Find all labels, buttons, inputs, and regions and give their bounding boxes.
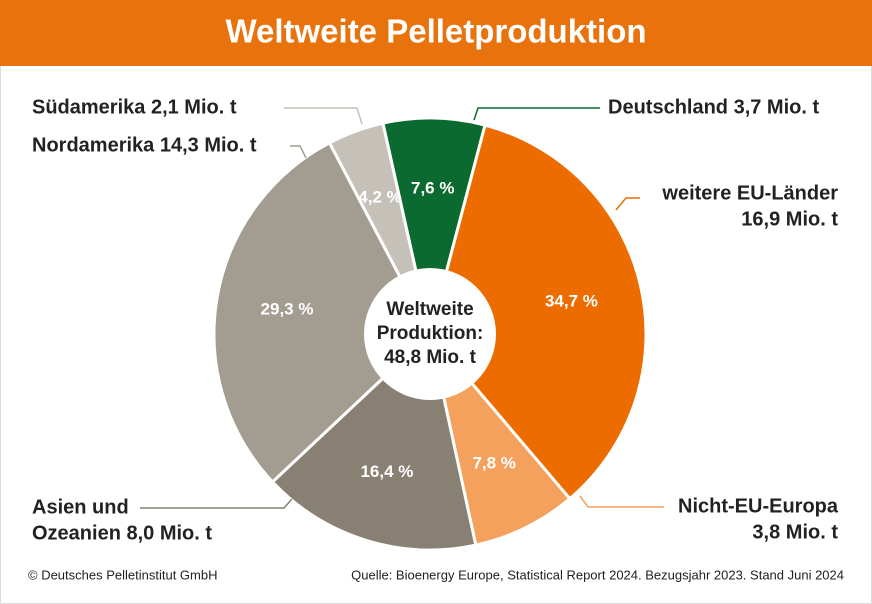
pie-slice <box>428 123 648 501</box>
pie-slice <box>381 116 487 335</box>
center-label: Weltweite <box>386 299 473 320</box>
leader-line <box>579 495 664 508</box>
category-label: Asien und <box>32 496 129 518</box>
value-label: 16,4 % <box>360 462 413 481</box>
leader-line <box>140 498 293 509</box>
value-label: 7,6 % <box>411 179 454 198</box>
leader-line <box>615 197 640 211</box>
value-label: 34,7 % <box>545 291 598 310</box>
category-label: 3,8 Mio. t <box>752 521 838 543</box>
value-label: 4,2 % <box>358 187 401 206</box>
category-label: Nordamerika 14,3 Mio. t <box>32 134 257 156</box>
copyright: © Deutsches Pelletinstitut GmbH <box>28 567 217 582</box>
center-hole <box>364 268 496 400</box>
leader-line <box>473 107 600 121</box>
category-label: Deutschland 3,7 Mio. t <box>608 96 819 118</box>
category-label: Südamerika 2,1 Mio. t <box>32 96 237 118</box>
category-label: weitere EU-Länder <box>661 182 838 204</box>
leader-line <box>290 145 307 159</box>
center-label: 48,8 Mio. t <box>384 347 477 368</box>
category-label: Ozeanien 8,0 Mio. t <box>32 522 212 544</box>
leader-line <box>284 107 363 125</box>
value-label: 7,8 % <box>472 453 515 472</box>
source: Quelle: Bioenergy Europe, Statistical Re… <box>351 567 844 582</box>
category-label: Nicht-EU-Europa <box>678 495 839 517</box>
center-label: Produktion: <box>377 323 484 344</box>
chart-title: Weltweite Pelletproduktion <box>225 13 646 50</box>
value-label: 29,3 % <box>261 299 314 318</box>
title-bar <box>0 0 872 66</box>
pie-slice <box>212 140 432 484</box>
category-label: 16,9 Mio. t <box>741 208 838 230</box>
